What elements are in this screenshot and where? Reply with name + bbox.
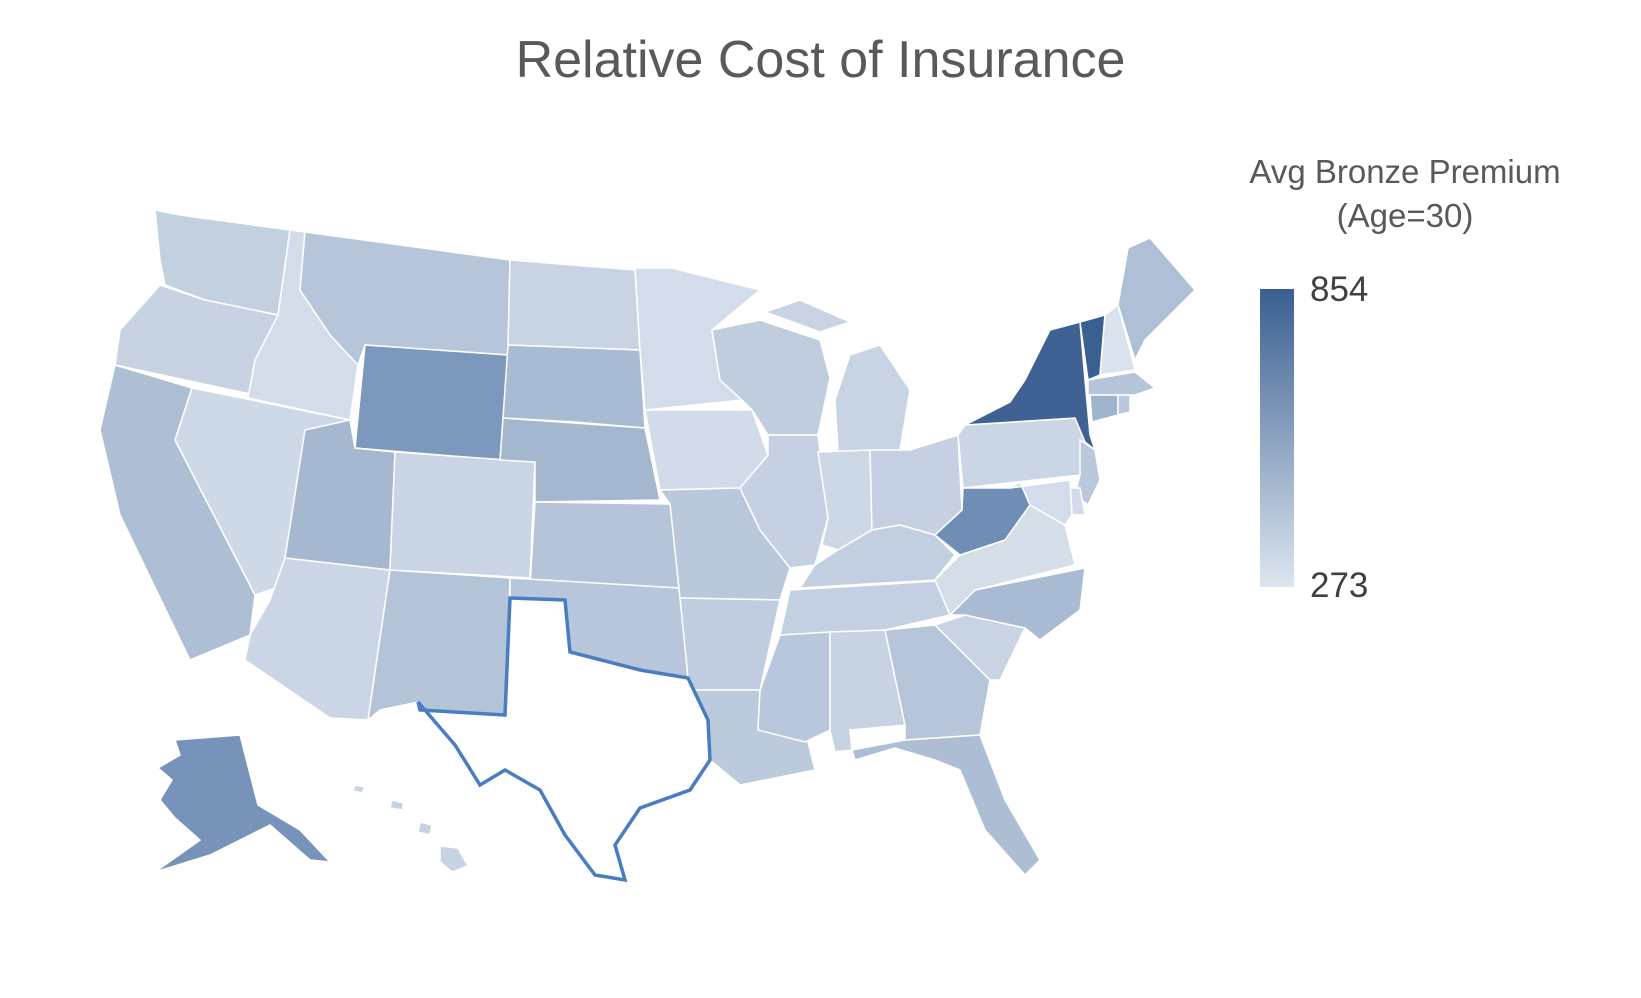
state-nm[interactable] [366,569,511,722]
legend-title-line1: Avg Bronze Premium [1249,153,1561,190]
state-sc[interactable] [933,614,1027,681]
state-ks[interactable] [529,501,681,589]
state-wy[interactable] [354,344,509,461]
state-oh[interactable] [869,433,963,536]
state-ok[interactable] [509,577,689,679]
state-ak[interactable] [154,734,332,873]
state-fl[interactable] [851,734,1041,877]
state-ny[interactable] [964,321,1097,453]
state-ct[interactable] [1089,394,1119,423]
legend-min-value: 273 [1310,566,1369,605]
state-me[interactable] [1117,237,1197,363]
state-nd[interactable] [507,259,641,351]
state-nh[interactable] [1099,303,1136,376]
state-nc[interactable] [948,567,1086,641]
texas-highlight-outline [416,596,712,883]
state-co[interactable] [389,451,536,579]
legend-max-value: 854 [1310,270,1369,309]
state-hi[interactable] [352,784,470,873]
state-pa[interactable] [957,417,1091,489]
state-sd[interactable] [502,344,646,429]
state-nj[interactable] [1074,438,1101,507]
state-ma[interactable] [1087,371,1157,396]
legend-color-scale [1260,289,1294,587]
legend-title: Avg Bronze Premium (Age=30) [1225,150,1585,238]
map-title: Relative Cost of Insurance [515,31,1126,89]
state-tn[interactable] [779,579,956,636]
state-ri[interactable] [1117,394,1131,416]
state-md[interactable] [1009,479,1073,526]
legend-title-line2: (Age=30) [1336,197,1474,234]
